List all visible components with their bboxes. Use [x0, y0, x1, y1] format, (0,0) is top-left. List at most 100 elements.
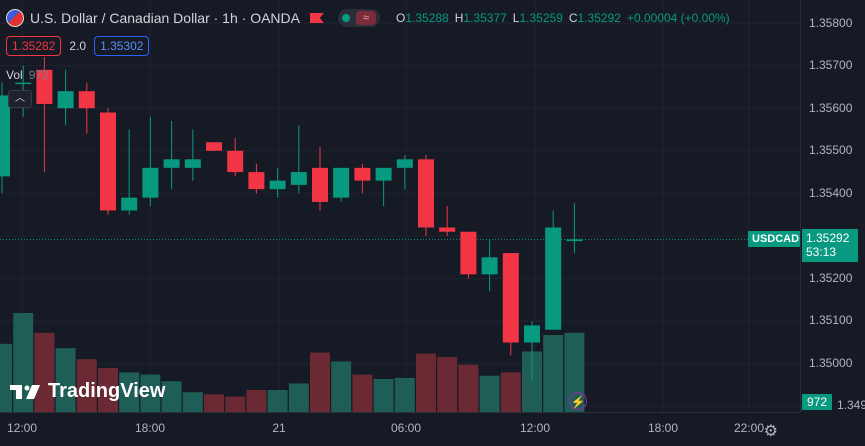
candlestick-chart[interactable] [0, 0, 800, 412]
candle-body [248, 172, 265, 190]
volume-bar [98, 368, 118, 412]
price-tick: 1.35500 [809, 143, 853, 157]
high-label: H [454, 11, 464, 25]
volume-legend: Vol 972 [6, 68, 49, 82]
buy-button[interactable]: 1.35302 [94, 36, 150, 56]
candle-countdown: 53:13 [806, 245, 837, 259]
change-value: +0.00004 (+0.00%) [626, 11, 730, 25]
volume-bar [352, 374, 373, 412]
last-price-badge: 1.35292 53:13 [802, 229, 858, 262]
candle-body [184, 159, 201, 168]
chart-area[interactable]: U.S. Dollar / Canadian Dollar · 1h · OAN… [0, 0, 800, 412]
flag-tag-icon[interactable] [310, 13, 324, 23]
volume-bar [0, 343, 12, 412]
symbol-label: USDCAD [748, 231, 800, 247]
volume-bar [140, 374, 161, 412]
logo-text: TradingView [48, 380, 166, 402]
volume-bar [437, 357, 458, 412]
volume-bar [119, 372, 140, 412]
close-value: 1.35292 [577, 11, 621, 25]
volume-bar [246, 390, 267, 412]
candle-body [36, 69, 53, 104]
volume-label: Vol [6, 68, 23, 82]
price-tick: 1.35400 [809, 186, 853, 200]
candle-body [460, 231, 477, 275]
tradingview-logo[interactable]: TradingView [10, 380, 165, 403]
collapse-legend-button[interactable]: ︿ [8, 90, 32, 108]
time-tick: 18:00 [134, 421, 166, 435]
quote-row: 1.35282 2.0 1.35302 [6, 36, 150, 56]
settings-icon[interactable]: ⚙ [763, 423, 778, 440]
price-scale[interactable]: 1.35800 1.35700 1.35600 1.35500 1.35400 … [800, 0, 865, 412]
time-tick: 06:00 [390, 421, 422, 435]
volume-bar [331, 361, 352, 412]
volume-bar [76, 359, 97, 412]
volume-bar [416, 353, 436, 412]
volume-bar [458, 364, 479, 412]
time-tick: 18:00 [647, 421, 679, 435]
time-tick: 22:00 [733, 421, 765, 435]
time-tick: 12:00 [519, 421, 551, 435]
ohlc-values: O1.35288 H1.35377 L1.35259 C1.35292 +0.0… [396, 11, 730, 25]
candle-body [78, 91, 95, 109]
price-tick: 1.35200 [809, 271, 853, 285]
volume-bar [182, 392, 203, 412]
candle-body [566, 239, 583, 242]
candle-body [375, 167, 392, 181]
candle-body [396, 159, 413, 168]
volume-bar [543, 335, 564, 412]
high-value: 1.35377 [463, 11, 507, 25]
low-label: L [512, 11, 520, 25]
candle-body [0, 95, 10, 177]
close-label: C [568, 11, 578, 25]
candle-body [502, 253, 519, 343]
currency-flag-icon [6, 9, 24, 27]
volume-bar [204, 394, 224, 412]
volume-bar [225, 396, 246, 412]
wave-icon[interactable]: ≈ [356, 11, 376, 25]
candle-body [269, 180, 286, 190]
last-price: 1.35292 [806, 231, 850, 245]
indicator-status-pill[interactable]: ≈ [338, 9, 380, 27]
tradingview-logo-icon [10, 384, 40, 399]
price-tick: 1.35800 [809, 16, 853, 30]
price-tick: 1.35700 [809, 58, 853, 72]
volume-bar [500, 372, 521, 412]
price-tick: 1.35000 [809, 356, 853, 370]
volume-bar [55, 348, 76, 412]
candle-body [418, 159, 434, 228]
volume-bar [288, 383, 309, 412]
lightning-icon[interactable]: ⚡ [569, 392, 587, 410]
candle-body [439, 227, 456, 232]
time-tick: 21 [272, 421, 286, 435]
volume-bar [310, 352, 330, 412]
volume-bar [267, 390, 288, 412]
low-value: 1.35259 [519, 11, 563, 25]
candle-body [333, 167, 350, 198]
candle-body [206, 142, 222, 151]
price-tick: 1.35600 [809, 101, 853, 115]
legend-header: U.S. Dollar / Canadian Dollar · 1h · OAN… [6, 9, 730, 27]
candle-body [524, 325, 540, 343]
open-label: O [396, 11, 406, 25]
open-value: 1.35288 [405, 11, 449, 25]
volume-value: 972 [28, 68, 49, 82]
candle-body [15, 82, 32, 85]
volume-bar [479, 375, 500, 412]
candle-body [354, 167, 371, 181]
candle-body [312, 167, 328, 202]
candle-body [121, 197, 138, 211]
price-tick: 1.34900 [837, 398, 865, 412]
candle-body [481, 257, 498, 275]
spread-value: 2.0 [69, 39, 87, 53]
symbol-title[interactable]: U.S. Dollar / Canadian Dollar · 1h · OAN… [30, 10, 300, 26]
time-scale[interactable]: 12:00 18:00 21 06:00 12:00 18:00 22:00 ⚙ [0, 412, 800, 446]
price-tick: 1.35100 [809, 313, 853, 327]
market-open-icon [342, 14, 350, 22]
volume-bar [34, 332, 55, 412]
volume-bar [373, 379, 394, 412]
candle-body [163, 159, 180, 168]
sell-button[interactable]: 1.35282 [6, 36, 62, 56]
candle-body [57, 91, 74, 109]
volume-bar [394, 377, 415, 412]
